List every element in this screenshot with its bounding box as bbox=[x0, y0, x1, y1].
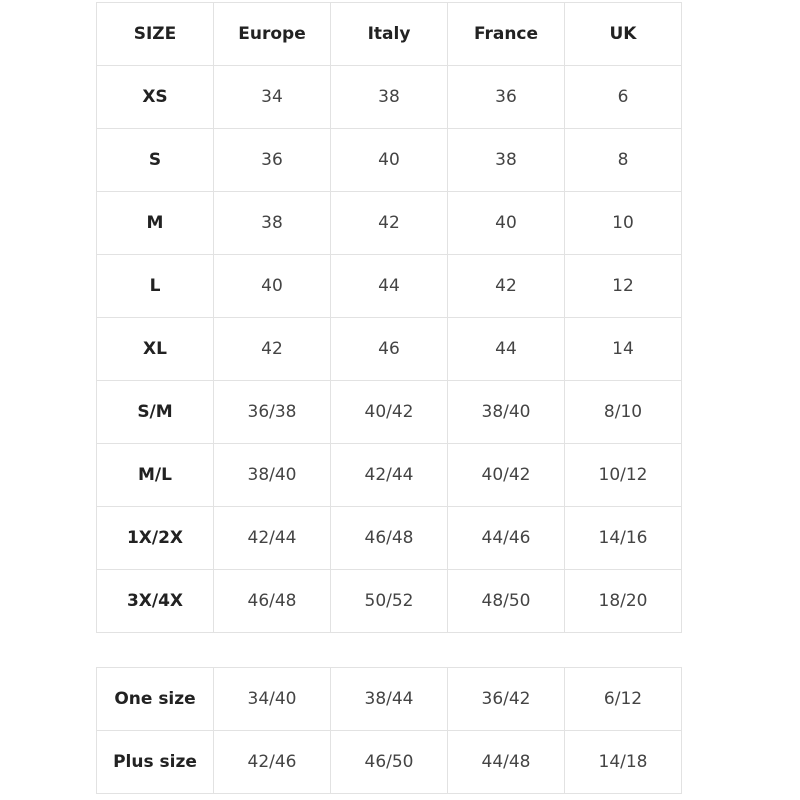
header-row: SIZE Europe Italy France UK bbox=[96, 2, 682, 66]
table-cell: 44/48 bbox=[447, 730, 565, 794]
table-cell: 38 bbox=[447, 128, 565, 192]
table-cell: 34 bbox=[213, 65, 331, 129]
table-cell: 42/44 bbox=[213, 506, 331, 570]
row-header: XS bbox=[96, 65, 214, 129]
table-cell: 40 bbox=[213, 254, 331, 318]
table-cell: 40 bbox=[447, 191, 565, 255]
table-cell: 14 bbox=[564, 317, 682, 381]
table-row: M/L 38/40 42/44 40/42 10/12 bbox=[96, 443, 682, 507]
table-cell: 38/40 bbox=[213, 443, 331, 507]
row-header: 1X/2X bbox=[96, 506, 214, 570]
table-cell: 6 bbox=[564, 65, 682, 129]
table-cell: 38 bbox=[213, 191, 331, 255]
row-header: 3X/4X bbox=[96, 569, 214, 633]
table-cell: 46 bbox=[330, 317, 448, 381]
row-header: M bbox=[96, 191, 214, 255]
table-row: M 38 42 40 10 bbox=[96, 191, 682, 255]
table-row: S/M 36/38 40/42 38/40 8/10 bbox=[96, 380, 682, 444]
row-header: S/M bbox=[96, 380, 214, 444]
table-cell: 40 bbox=[330, 128, 448, 192]
column-header: France bbox=[447, 2, 565, 66]
table-cell: 18/20 bbox=[564, 569, 682, 633]
table-row: XL 42 46 44 14 bbox=[96, 317, 682, 381]
row-header: M/L bbox=[96, 443, 214, 507]
table-cell: 42 bbox=[330, 191, 448, 255]
table-cell: 38/40 bbox=[447, 380, 565, 444]
table-row: 3X/4X 46/48 50/52 48/50 18/20 bbox=[96, 569, 682, 633]
table-row: L 40 44 42 12 bbox=[96, 254, 682, 318]
column-header: UK bbox=[564, 2, 682, 66]
table-cell: 38/44 bbox=[330, 667, 448, 731]
table-cell: 42/46 bbox=[213, 730, 331, 794]
table-cell: 34/40 bbox=[213, 667, 331, 731]
table-cell: 38 bbox=[330, 65, 448, 129]
table-cell: 46/48 bbox=[330, 506, 448, 570]
table-cell: 14/18 bbox=[564, 730, 682, 794]
table-cell: 10 bbox=[564, 191, 682, 255]
table-cell: 46/50 bbox=[330, 730, 448, 794]
column-header: Europe bbox=[213, 2, 331, 66]
row-header: XL bbox=[96, 317, 214, 381]
table-cell: 12 bbox=[564, 254, 682, 318]
table-cell: 8 bbox=[564, 128, 682, 192]
table-cell: 46/48 bbox=[213, 569, 331, 633]
column-header: Italy bbox=[330, 2, 448, 66]
table-cell: 40/42 bbox=[330, 380, 448, 444]
table-cell: 36 bbox=[447, 65, 565, 129]
table-row: Plus size 42/46 46/50 44/48 14/18 bbox=[96, 730, 682, 794]
table-cell: 36/38 bbox=[213, 380, 331, 444]
table-cell: 48/50 bbox=[447, 569, 565, 633]
row-header: L bbox=[96, 254, 214, 318]
table-cell: 10/12 bbox=[564, 443, 682, 507]
one-plus-size-table: One size 34/40 38/44 36/42 6/12 Plus size 42/4… bbox=[96, 667, 682, 794]
row-header: S bbox=[96, 128, 214, 192]
table-cell: 36/42 bbox=[447, 667, 565, 731]
table-cell: 40/42 bbox=[447, 443, 565, 507]
table-cell: 14/16 bbox=[564, 506, 682, 570]
column-header: SIZE bbox=[96, 2, 214, 66]
table-cell: 6/12 bbox=[564, 667, 682, 731]
table-row: XS 34 38 36 6 bbox=[96, 65, 682, 129]
table-cell: 8/10 bbox=[564, 380, 682, 444]
size-chart-table: SIZE Europe Italy France UK XS 34 38 36 6 S 36 40 38 8… bbox=[96, 2, 682, 633]
table-cell: 44 bbox=[330, 254, 448, 318]
table-cell: 42/44 bbox=[330, 443, 448, 507]
row-header: Plus size bbox=[96, 730, 214, 794]
table-cell: 44/46 bbox=[447, 506, 565, 570]
table-row: One size 34/40 38/44 36/42 6/12 bbox=[96, 667, 682, 731]
table-cell: 36 bbox=[213, 128, 331, 192]
table-row: S 36 40 38 8 bbox=[96, 128, 682, 192]
table-cell: 42 bbox=[447, 254, 565, 318]
table-cell: 42 bbox=[213, 317, 331, 381]
table-row: 1X/2X 42/44 46/48 44/46 14/16 bbox=[96, 506, 682, 570]
table-cell: 50/52 bbox=[330, 569, 448, 633]
row-header: One size bbox=[96, 667, 214, 731]
table-cell: 44 bbox=[447, 317, 565, 381]
